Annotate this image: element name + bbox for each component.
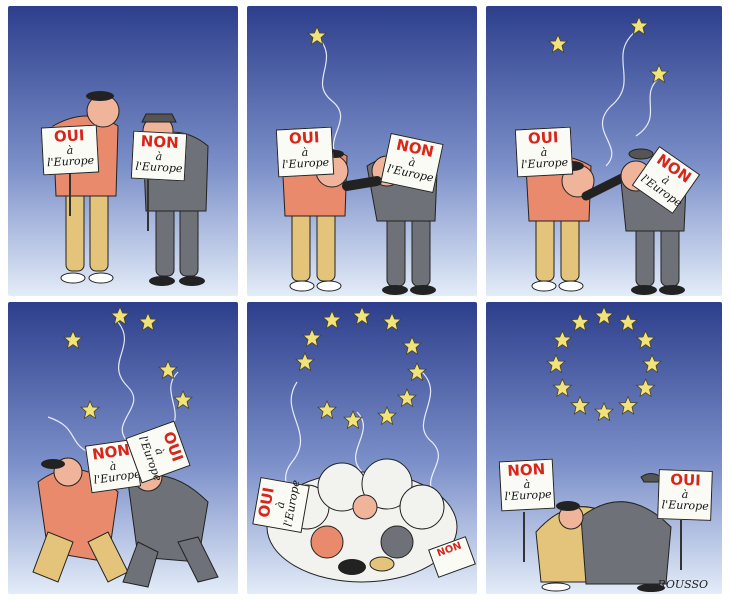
oui-sign-line2: l'Europe	[281, 156, 330, 172]
oui-sign: OUI à l'Europe	[514, 126, 574, 178]
oui-sign-word: OUI	[669, 470, 702, 490]
artist-signature: ROUSSO	[657, 578, 708, 591]
oui-sign: OUI à l'Europe	[252, 477, 310, 533]
panel-3: OUI à l'Europe NON à l'Europe	[486, 6, 722, 296]
panel-1-art	[8, 6, 238, 296]
panel-5-art	[247, 302, 477, 594]
fighters	[32, 457, 219, 588]
oui-sign-line2: l'Europe	[520, 156, 569, 172]
hugging-men	[535, 473, 672, 592]
panel-1: OUI à l'Europe NON à l'Europe	[8, 6, 238, 296]
panel-5: OUI à l'Europe NON	[247, 302, 477, 594]
non-sign-line2: l'Europe	[504, 488, 552, 504]
non-sign-line2: l'Europe	[135, 160, 183, 176]
panel-2: OUI à l'Europe NON à l'Europe	[247, 6, 477, 296]
oui-sign: OUI à l'Europe	[40, 124, 100, 176]
oui-sign: OUI à l'Europe	[657, 469, 713, 521]
panel-6-art	[486, 302, 722, 594]
oui-sign-line2: l'Europe	[661, 498, 709, 514]
oui-sign: OUI à l'Europe	[275, 126, 335, 178]
non-sign: NON à l'Europe	[380, 132, 444, 194]
oui-sign-line2: l'Europe	[46, 154, 95, 170]
non-sign: NON à l'Europe	[498, 458, 556, 512]
non-sign: NON à l'Europe	[130, 130, 188, 182]
panel-6: NON à l'Europe OUI à l'Europe ROUSSO	[486, 302, 722, 594]
panel-4: NON à l'Europe OUI à l'Europe	[8, 302, 238, 594]
panel-4-art	[8, 302, 238, 594]
